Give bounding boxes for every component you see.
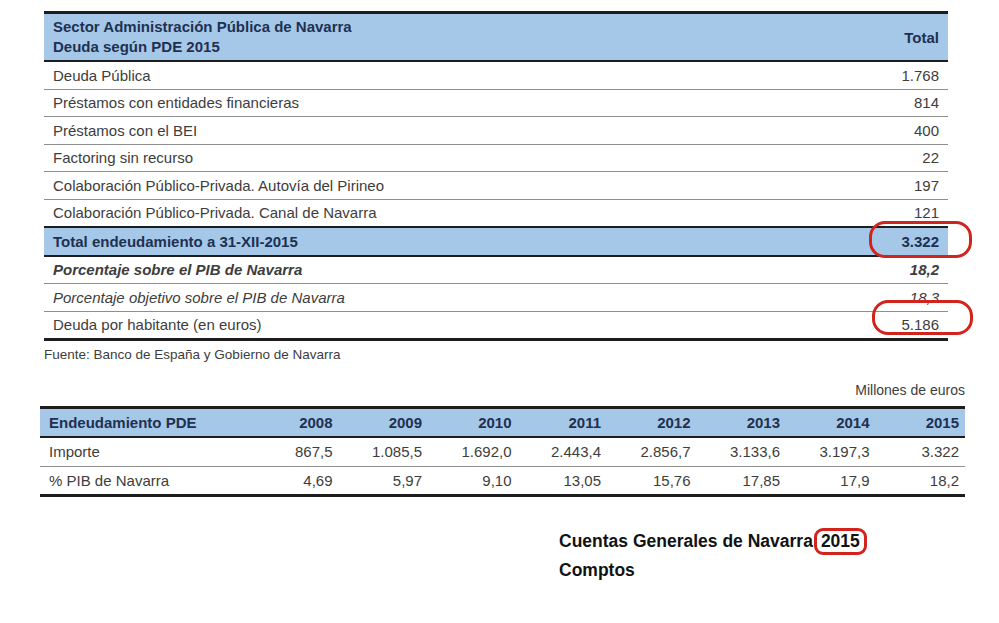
row-value: 3.322 — [876, 443, 966, 460]
caption-line2: Comptos — [559, 556, 867, 585]
row-label: Importe — [40, 443, 249, 460]
caption-line1: Cuentas Generales de Navarra2015 — [559, 527, 867, 556]
row-value: 197 — [914, 177, 939, 194]
table-deuda-pde: Sector Administración Pública de Navarra… — [44, 11, 948, 341]
table-row: Porcentaje objetivo sobre el PIB de Nava… — [44, 284, 948, 312]
row-value: 5,97 — [339, 472, 429, 489]
row-value: 15,76 — [607, 472, 697, 489]
row-label: Deuda Pública — [53, 67, 151, 84]
row-label: Préstamos con entidades financieras — [53, 94, 299, 111]
source-note: Fuente: Banco de España y Gobierno de Na… — [44, 347, 340, 362]
row-value: 3.197,3 — [786, 443, 876, 460]
table-row: Importe 867,5 1.085,5 1.692,0 2.443,4 2.… — [40, 438, 965, 467]
table-row: Deuda por habitante (en euros) 5.186 — [44, 312, 948, 342]
table1-title: Sector Administración Pública de Navarra… — [53, 17, 904, 57]
document-page: Sector Administración Pública de Navarra… — [0, 0, 999, 623]
row-value: 867,5 — [249, 443, 339, 460]
row-value: 3.322 — [901, 233, 939, 250]
table2-header-year: 2010 — [428, 414, 518, 431]
row-value: 18,3 — [910, 289, 939, 306]
row-value: 814 — [914, 94, 939, 111]
table-row: Préstamos con entidades financieras 814 — [44, 90, 948, 118]
row-value: 400 — [914, 122, 939, 139]
row-value: 4,69 — [249, 472, 339, 489]
row-value: 1.768 — [901, 67, 939, 84]
table2-header-year: 2013 — [697, 414, 787, 431]
table-row: Porcentaje sobre el PIB de Navarra 18,2 — [44, 257, 948, 285]
row-label: Porcentaje sobre el PIB de Navarra — [53, 261, 302, 278]
table2-header-year: 2011 — [518, 414, 608, 431]
table-row: Deuda Pública 1.768 — [44, 62, 948, 90]
table1-header-row: Sector Administración Pública de Navarra… — [44, 11, 948, 62]
row-value: 5.186 — [901, 316, 939, 333]
row-value: 121 — [914, 204, 939, 221]
units-note: Millones de euros — [40, 382, 965, 398]
row-value: 13,05 — [518, 472, 608, 489]
row-label: Préstamos con el BEI — [53, 122, 197, 139]
table-row-total: Total endeudamiento a 31-XII-2015 3.322 — [44, 226, 948, 257]
row-value: 2.856,7 — [607, 443, 697, 460]
row-value: 18,2 — [910, 261, 939, 278]
row-label: Porcentaje objetivo sobre el PIB de Nava… — [53, 289, 345, 306]
table2-header-label: Endeudamiento PDE — [40, 414, 249, 431]
row-value: 9,10 — [428, 472, 518, 489]
row-value: 17,85 — [697, 472, 787, 489]
row-value: 22 — [922, 149, 939, 166]
table2-header-year: 2008 — [249, 414, 339, 431]
table2-header-year: 2012 — [607, 414, 697, 431]
table1-total-column-label: Total — [904, 29, 939, 46]
row-value: 1.085,5 — [339, 443, 429, 460]
row-value: 1.692,0 — [428, 443, 518, 460]
table-row: Colaboración Público-Privada. Autovía de… — [44, 172, 948, 200]
table2-header-year: 2009 — [339, 414, 429, 431]
row-label: % PIB de Navarra — [40, 472, 249, 489]
caption-title: Cuentas Generales de Navarra — [559, 531, 813, 551]
row-label: Colaboración Público-Privada. Autovía de… — [53, 177, 384, 194]
annotation-box-year: 2015 — [814, 528, 867, 555]
table-row: Colaboración Público-Privada. Canal de N… — [44, 200, 948, 227]
table2-header-year: 2014 — [786, 414, 876, 431]
row-value: 17,9 — [786, 472, 876, 489]
row-label: Total endeudamiento a 31-XII-2015 — [53, 233, 298, 250]
row-value: 2.443,4 — [518, 443, 608, 460]
table-row: Préstamos con el BEI 400 — [44, 117, 948, 145]
table-endeudamiento-pde: Endeudamiento PDE 2008 2009 2010 2011 20… — [40, 406, 965, 497]
table-row: % PIB de Navarra 4,69 5,97 9,10 13,05 15… — [40, 467, 965, 498]
table2-header-row: Endeudamiento PDE 2008 2009 2010 2011 20… — [40, 406, 965, 438]
table1-title-line1: Sector Administración Pública de Navarra — [53, 17, 904, 37]
row-value: 18,2 — [876, 472, 966, 489]
caption: Cuentas Generales de Navarra2015 Comptos — [559, 527, 867, 585]
table2-header-year: 2015 — [876, 414, 966, 431]
row-label: Deuda por habitante (en euros) — [53, 316, 261, 333]
table-row: Factoring sin recurso 22 — [44, 145, 948, 173]
table1-title-line2: Deuda según PDE 2015 — [53, 37, 904, 57]
row-label: Factoring sin recurso — [53, 149, 193, 166]
row-value: 3.133,6 — [697, 443, 787, 460]
row-label: Colaboración Público-Privada. Canal de N… — [53, 204, 377, 221]
